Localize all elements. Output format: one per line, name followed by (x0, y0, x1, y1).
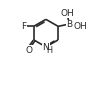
Text: B: B (66, 20, 72, 29)
Text: OH: OH (73, 22, 87, 31)
Text: N: N (43, 43, 49, 52)
Text: F: F (21, 22, 26, 31)
Text: OH: OH (60, 9, 74, 18)
Text: H: H (46, 46, 52, 55)
Text: O: O (25, 46, 32, 55)
